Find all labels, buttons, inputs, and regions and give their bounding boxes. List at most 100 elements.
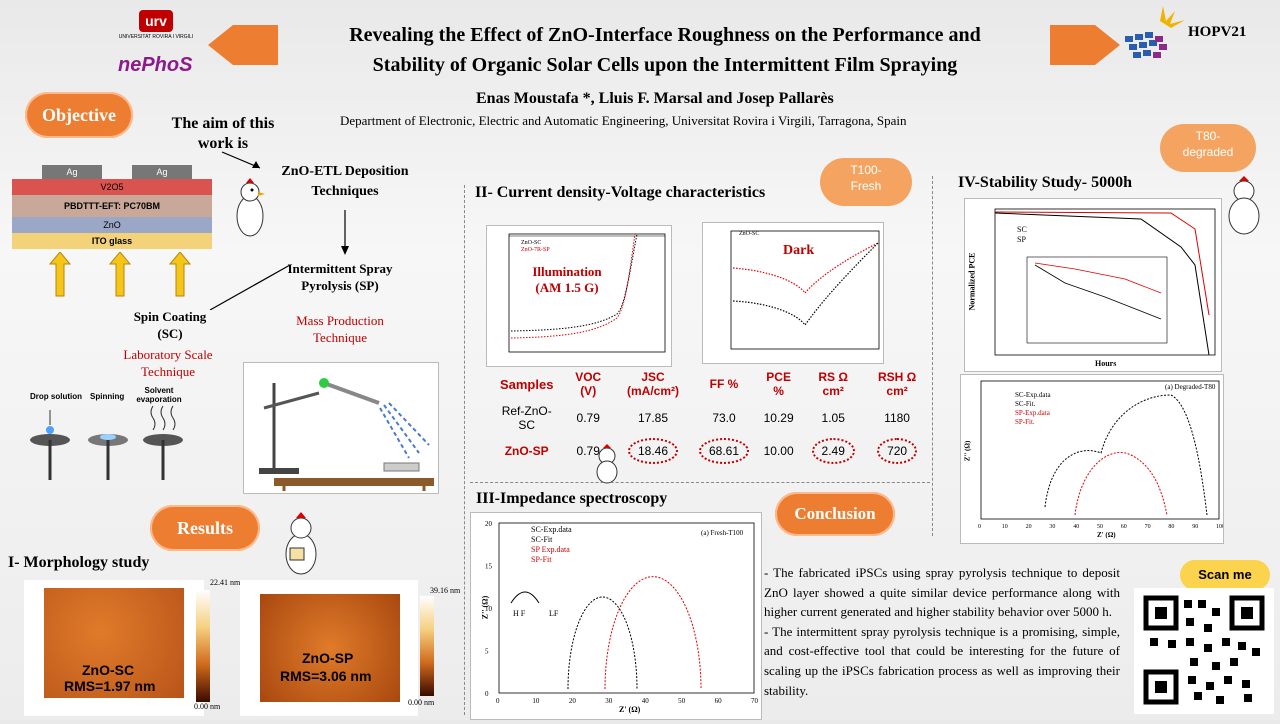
deg-legend-3: SP-Fit. [1015,418,1035,426]
imp-xtick: 30 [605,697,613,705]
imp-xtick: 40 [642,697,650,705]
degraded-nyquist-plot: 0 10 20 30 40 50 60 70 80 90 100 SC-Exp.data SC-Fi… [960,374,1225,544]
imp-legend-3: SP-Fit [531,555,552,564]
zno-layer: ZnO [12,217,212,233]
jv-legend-sc: ZnO-SC [521,240,542,246]
divider-left [464,185,465,715]
etl-text: ZnO-ETL Deposition Techniques [281,164,409,199]
table-cell: Ref-ZnO-SC [501,404,552,432]
conclusion-point-1: - The fabricated iPSCs using spray pyrol… [764,565,1120,620]
table-cell: 1180 [884,411,910,425]
afm-sc-panel: ZnO-SC RMS=1.97 nm [24,580,204,716]
deg-note: (a) Degraded-T80 [1165,383,1216,391]
table-cell: 0.79 [576,444,600,458]
imp-note: (a) Fresh-T100 [701,529,744,537]
v2o5-layer: V2O5 [12,179,212,195]
imp-legend-2: SP Exp.data [531,545,570,554]
chicken-table-icon [596,444,618,484]
table-cell: 73.0 [712,411,736,425]
table-cell: 18.46 [627,438,679,464]
imp-legend-0: SC-Exp.data [531,525,572,534]
stability-plot: SC SP Hours Normalized PCE [964,198,1222,372]
light-arrows-icon [48,252,192,297]
table-cell: 10.00 [763,444,794,458]
th-voc: VOC (V) [575,370,602,398]
afm-sc-scale-top: 22.41 nm [210,578,241,587]
afm-sp-rms: RMS=3.06 nm [280,668,372,684]
deg-xtick: 90 [1192,524,1198,530]
imp-ytick: 20 [485,520,493,528]
impedance-heading: III-Impedance spectroscopy [476,490,668,507]
divider-mid [470,482,930,483]
left-arrow-shape [208,25,278,65]
imp-legend-1: SC-Fit [531,535,553,544]
t80-badge: T80- degraded [1160,124,1256,172]
divider-right [932,176,933,536]
deg-xtick: 20 [1026,524,1032,530]
deg-xtick: 100 [1216,524,1223,530]
table-cell: 720 [877,438,918,464]
afm-sc-label: ZnO-SC [82,662,135,678]
hopv-label: HOPV21 [1188,24,1247,40]
ag-contact-left: Ag [42,165,102,179]
afm-sc-scale-bot: 0.00 nm [194,702,221,711]
aim-text: The aim of this work is [171,115,275,152]
impedance-plot: 0 10 20 30 40 50 60 70 0 5 10 15 20 SC-Exp.data SC-F… [470,512,762,720]
chicken-reading-icon [285,512,317,575]
deg-xtick: 10 [1002,524,1008,530]
th-rsh: RSH Ω cm² [877,370,917,398]
imp-hf: H F [513,609,526,618]
jv-illumination-plot: ZnO-SC ZnO-7R-SP Illumination (AM 1.5 G) [486,225,672,367]
device-stack: Ag Ag V2O5 PBDTTT-EFT: PC70BM ZnO ITO gl… [12,165,212,255]
urv-logo: urv UNIVERSITAT ROVIRA I VIRGILI [116,10,196,50]
deg-xlabel: Z' (Ω) [1097,531,1116,539]
sp-title: Intermittent Spray Pyrolysis (SP) [287,261,393,293]
stability-heading: IV-Stability Study- 5000h [958,174,1132,191]
affiliation: Department of Electronic, Electric and A… [340,113,907,128]
imp-ytick: 5 [485,648,489,656]
table-cell: ZnO-SP [504,444,549,458]
t100-badge: T100- Fresh [820,158,912,206]
imp-lf: LF [549,609,559,618]
afm-sp-label: ZnO-SP [302,650,354,666]
sc-title: Spin Coating (SC) [133,309,207,341]
page-title: Revealing the Effect of ZnO-Interface Ro… [349,24,981,76]
jv-legend-sp: ZnO-7R-SP [521,247,550,253]
stab-xlabel: Hours [1095,359,1117,368]
imp-xtick: 50 [678,697,686,705]
deg-legend-1: SC-Fit. [1015,400,1036,408]
imp-xtick: 20 [569,697,577,705]
stab-legend-sp: SP [1017,235,1026,244]
table-cell: 68.61 [699,438,750,464]
table-cell: 10.29 [763,411,794,425]
imp-ylabel: Z'' (Ω) [480,595,490,620]
imp-xtick: 10 [532,697,540,705]
flow-arrows [209,151,349,310]
nephos-logo: nePhoS [118,54,193,76]
imp-xtick: 0 [496,697,500,705]
spin-step-spin: Spinning [90,392,125,401]
th-rs: RS Ω cm² [818,370,849,398]
th-pce: PCE % [766,370,791,398]
spray-setup-image [243,362,439,494]
scan-me-badge: Scan me [1180,560,1270,590]
imp-xtick: 60 [715,697,723,705]
table-cell: 2.49 [811,438,855,464]
afm-sp-panel: ZnO-SP RMS=3.06 nm [240,580,418,716]
deg-xtick: 50 [1097,524,1103,530]
deg-xtick: 70 [1145,524,1151,530]
sc-sub: Laboratory Scale Technique [123,347,213,379]
dark-label: Dark [783,243,815,258]
deg-legend-2: SP-Exp.data [1015,409,1050,417]
jv-heading: II- Current density-Voltage characterist… [475,184,766,201]
dark-legend-sc: ZnO-SC [739,231,760,237]
deg-xtick: 80 [1168,524,1174,530]
stab-ylabel: Normalized PCE [967,252,977,311]
hopv-logo-icon [1125,6,1185,58]
chicken-mascot-icon [236,178,265,237]
deg-legend-0: SC-Exp.data [1015,391,1051,399]
qr-code[interactable] [1134,588,1274,714]
conclusion-badge: Conclusion [775,492,895,536]
afm-sc-rms: RMS=1.97 nm [64,678,156,694]
th-ff: FF % [709,377,739,391]
